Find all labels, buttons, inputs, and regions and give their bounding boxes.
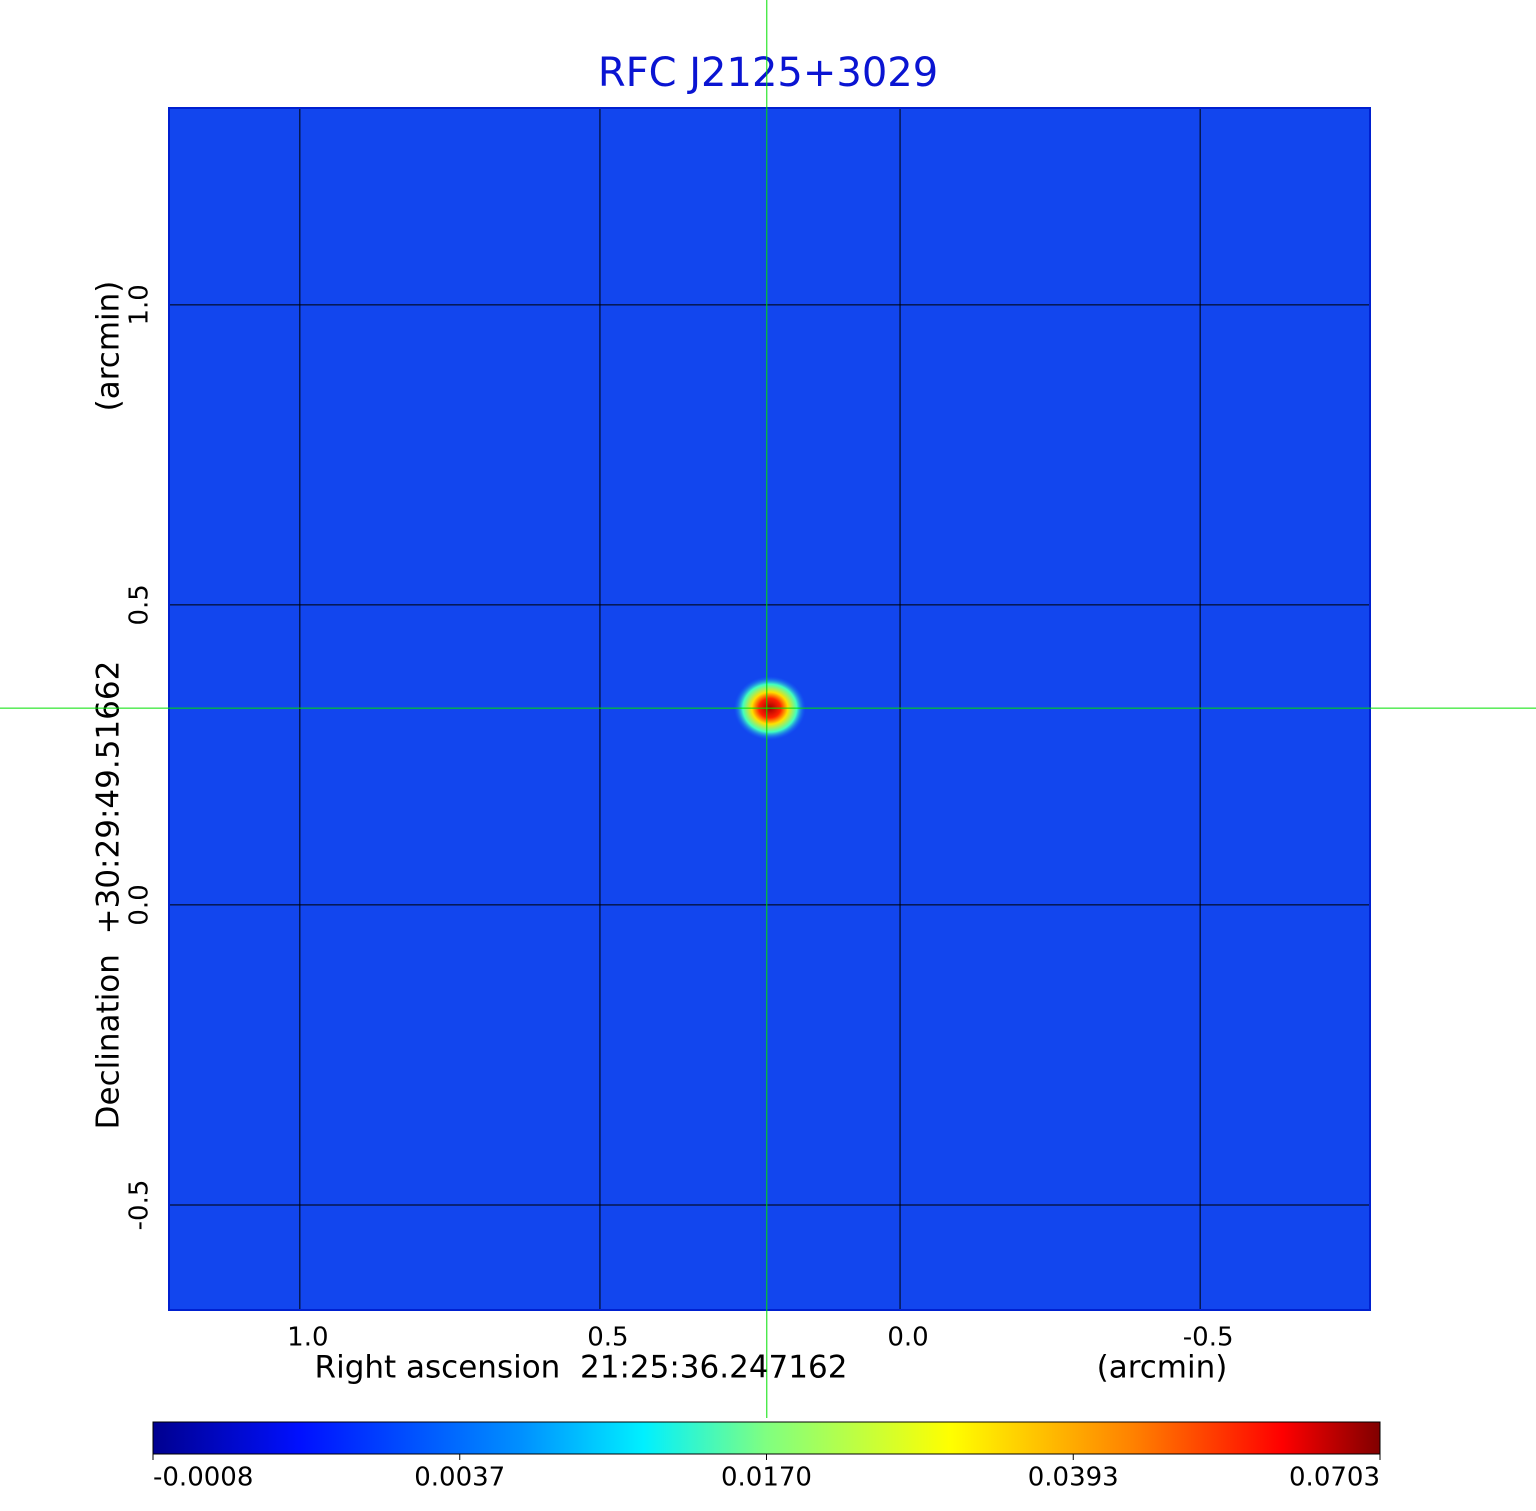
chart-title: RFC J2125+3029 xyxy=(598,50,938,96)
colorbar-tick-label: 0.0170 xyxy=(721,1463,812,1493)
y-tick-label: 0.0 xyxy=(125,884,155,925)
y-tick-label: 0.5 xyxy=(125,584,155,625)
colorbar-tick-label: 0.0703 xyxy=(1289,1463,1380,1493)
y-tick-label: -0.5 xyxy=(125,1180,155,1231)
x-tick-label: 0.5 xyxy=(587,1323,628,1353)
colorbar-tick-label: -0.0008 xyxy=(153,1463,253,1493)
y-tick-label: 1.0 xyxy=(125,284,155,325)
colorbar-tick-label: 0.0393 xyxy=(1028,1463,1119,1493)
colorbar xyxy=(152,1421,1381,1455)
colorbar-tick-label: 0.0037 xyxy=(414,1463,505,1493)
x-axis-label: Right ascension 21:25:36.247162 xyxy=(315,1350,848,1386)
x-axis-unit: (arcmin) xyxy=(1097,1350,1228,1386)
y-axis-label: Declination +30:29:49.51662 xyxy=(91,661,127,1130)
x-tick-label: -0.5 xyxy=(1183,1323,1234,1353)
plot-frame xyxy=(168,107,1371,1311)
x-tick-label: 0.0 xyxy=(887,1323,928,1353)
y-axis-unit: (arcmin) xyxy=(91,281,127,412)
x-tick-label: 1.0 xyxy=(287,1323,328,1353)
